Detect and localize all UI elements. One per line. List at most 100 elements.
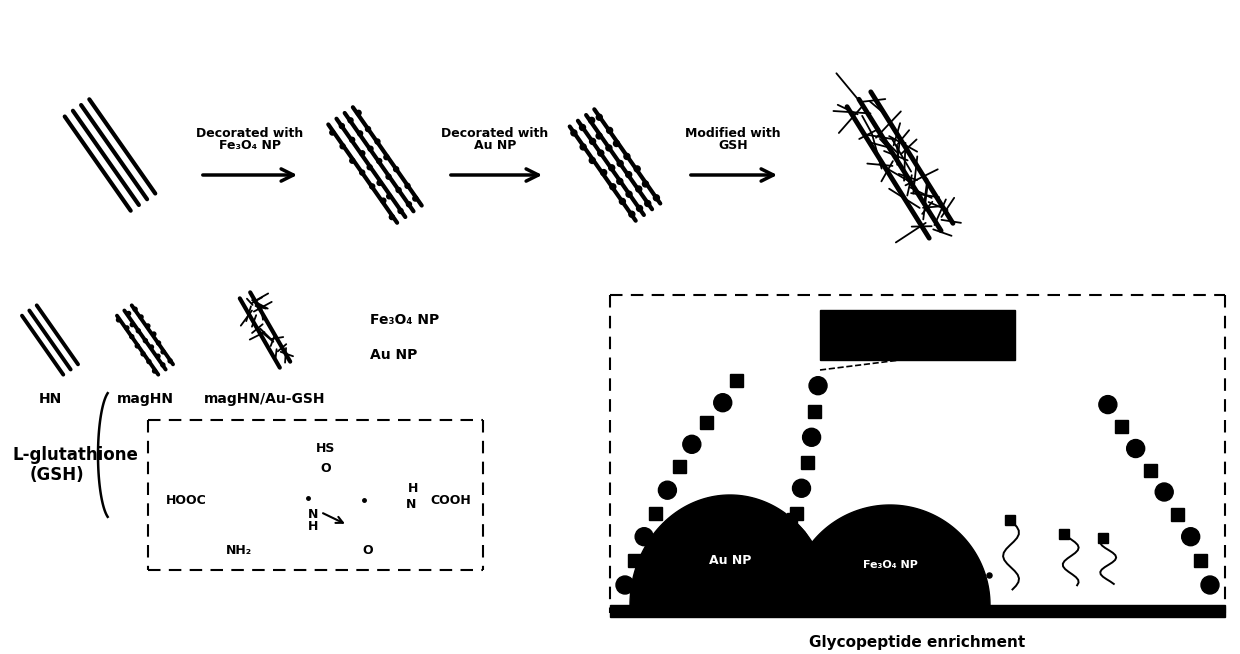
- Text: O: O: [320, 462, 331, 475]
- Circle shape: [126, 311, 130, 315]
- Circle shape: [367, 165, 372, 170]
- Circle shape: [370, 184, 374, 189]
- Circle shape: [589, 139, 595, 145]
- Circle shape: [146, 324, 150, 328]
- Circle shape: [1099, 396, 1117, 413]
- Circle shape: [340, 124, 345, 129]
- Polygon shape: [790, 505, 990, 605]
- Circle shape: [606, 128, 613, 133]
- Text: N: N: [405, 498, 417, 511]
- Circle shape: [330, 130, 335, 135]
- Circle shape: [626, 191, 632, 198]
- Text: Fe₃O₄ NP: Fe₃O₄ NP: [219, 139, 281, 152]
- Circle shape: [130, 335, 134, 339]
- Circle shape: [636, 205, 642, 211]
- Circle shape: [600, 169, 606, 175]
- Text: HN: HN: [38, 392, 62, 406]
- Text: (GSH): (GSH): [30, 466, 84, 484]
- Circle shape: [1156, 483, 1173, 501]
- Circle shape: [658, 481, 676, 499]
- Text: magHN: magHN: [117, 392, 174, 406]
- Bar: [1004, 515, 1014, 525]
- Bar: [1143, 464, 1157, 477]
- Circle shape: [350, 137, 355, 143]
- Circle shape: [125, 326, 129, 330]
- Circle shape: [117, 318, 120, 322]
- Circle shape: [130, 322, 134, 326]
- Text: N: N: [309, 508, 319, 521]
- Circle shape: [634, 166, 640, 172]
- Bar: [1194, 555, 1207, 568]
- Bar: [779, 558, 792, 571]
- Circle shape: [389, 215, 394, 220]
- Circle shape: [620, 198, 625, 205]
- Text: HOOC: HOOC: [166, 494, 207, 506]
- Circle shape: [377, 158, 382, 164]
- Circle shape: [141, 352, 145, 356]
- Polygon shape: [630, 495, 830, 605]
- Circle shape: [1182, 528, 1199, 545]
- Bar: [801, 456, 813, 470]
- Circle shape: [570, 130, 577, 136]
- Circle shape: [151, 332, 156, 336]
- Circle shape: [387, 194, 392, 199]
- Bar: [627, 554, 641, 567]
- Circle shape: [616, 179, 622, 184]
- Circle shape: [598, 150, 604, 156]
- Circle shape: [405, 183, 410, 188]
- Circle shape: [356, 111, 361, 115]
- Bar: [808, 405, 821, 418]
- Text: H: H: [309, 520, 319, 533]
- Circle shape: [596, 133, 603, 139]
- Bar: [790, 508, 802, 520]
- Circle shape: [808, 377, 827, 394]
- Circle shape: [624, 154, 630, 160]
- Circle shape: [368, 146, 373, 151]
- Circle shape: [360, 170, 365, 175]
- Circle shape: [606, 145, 611, 151]
- Text: L-glutathione: L-glutathione: [12, 446, 138, 464]
- Bar: [820, 310, 1016, 360]
- Circle shape: [626, 171, 631, 178]
- Circle shape: [340, 144, 345, 148]
- Circle shape: [579, 124, 585, 131]
- Circle shape: [135, 344, 139, 348]
- Text: Decorated with: Decorated with: [196, 127, 304, 140]
- Bar: [699, 416, 713, 429]
- Circle shape: [1202, 576, 1219, 594]
- Bar: [650, 507, 662, 520]
- Text: H: H: [408, 482, 418, 495]
- Circle shape: [357, 131, 362, 136]
- Circle shape: [596, 114, 603, 120]
- Circle shape: [398, 209, 403, 213]
- Circle shape: [645, 201, 651, 207]
- Bar: [889, 539, 899, 549]
- Circle shape: [139, 315, 143, 319]
- Circle shape: [366, 127, 371, 131]
- Circle shape: [146, 360, 151, 364]
- Circle shape: [589, 158, 595, 164]
- Text: Fe₃O₄ NP: Fe₃O₄ NP: [370, 313, 439, 327]
- Circle shape: [610, 184, 616, 190]
- Circle shape: [618, 160, 624, 167]
- Circle shape: [714, 394, 732, 412]
- Bar: [1059, 529, 1069, 539]
- Circle shape: [653, 195, 660, 201]
- Circle shape: [133, 307, 138, 311]
- Bar: [730, 374, 743, 387]
- Circle shape: [580, 144, 587, 150]
- Circle shape: [144, 339, 148, 343]
- Circle shape: [153, 369, 156, 373]
- Circle shape: [156, 354, 160, 358]
- Circle shape: [360, 151, 365, 156]
- Bar: [1115, 420, 1128, 433]
- Text: NH₂: NH₂: [226, 543, 252, 557]
- Circle shape: [407, 202, 412, 207]
- Bar: [718, 513, 728, 524]
- Circle shape: [629, 211, 635, 217]
- Circle shape: [386, 174, 391, 179]
- Circle shape: [413, 196, 418, 201]
- Circle shape: [802, 428, 821, 446]
- Circle shape: [614, 141, 620, 146]
- Text: Fe₃O₄ NP: Fe₃O₄ NP: [863, 560, 918, 570]
